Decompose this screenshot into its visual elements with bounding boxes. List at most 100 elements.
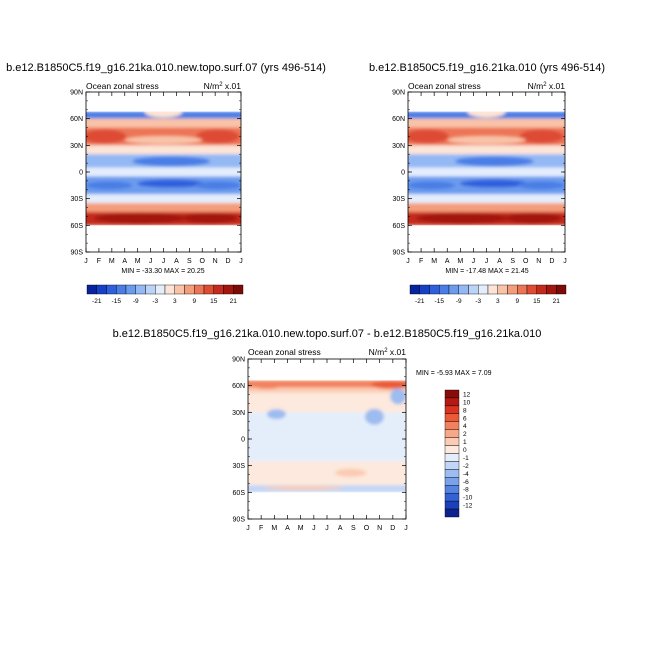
colorbar-label: -9: [456, 298, 462, 305]
x-tick-label: A: [338, 525, 343, 532]
colorbar-swatch: [439, 284, 450, 295]
x-tick-label: J: [406, 258, 410, 265]
y-tick-label: 90S: [71, 250, 84, 257]
y-tick-label: 90S: [233, 517, 246, 524]
colorbar-swatch: [444, 485, 460, 494]
colorbar-swatch: [444, 461, 460, 470]
colorbar-swatch: [478, 284, 489, 295]
field-zone: [86, 167, 241, 177]
field-feature: [519, 129, 564, 144]
field-zones: [86, 107, 241, 226]
x-tick-label: N: [377, 525, 382, 532]
y-tick-label: 30S: [393, 196, 406, 203]
field-zone: [408, 167, 565, 177]
colorbar-swatch: [444, 413, 460, 422]
colorbar-swatch: [517, 284, 528, 295]
field-feature: [86, 129, 127, 144]
x-tick-label: M: [135, 258, 141, 265]
y-tick-label: 30S: [233, 463, 246, 470]
colorbar-swatch: [487, 284, 498, 295]
field-zone: [408, 203, 565, 212]
field-feature: [124, 136, 203, 144]
colorbar-label: -15: [435, 298, 445, 305]
colorbar-label: -9: [133, 298, 139, 305]
panel-title: b.e12.B1850C5.f19_g16.21ka.010.new.topo.…: [113, 328, 542, 340]
x-tick-label: J: [162, 258, 166, 265]
x-tick-label: A: [497, 258, 502, 265]
field-zone: [248, 380, 406, 388]
x-tick-label: J: [246, 525, 250, 532]
colorbar-swatch: [233, 284, 244, 295]
colorbar-label: 15: [210, 298, 218, 305]
colorbar-swatch: [444, 421, 460, 430]
colorbar-swatch: [174, 284, 185, 295]
field-zone: [248, 412, 406, 462]
colorbar-swatch: [444, 437, 460, 446]
colorbar-swatch: [135, 284, 146, 295]
field-zone: [248, 479, 406, 486]
colorbar-swatch: [444, 477, 460, 486]
x-tick-label: F: [259, 525, 263, 532]
field-feature: [334, 468, 367, 477]
colorbar-label: 10: [463, 399, 471, 406]
x-tick-label: A: [174, 258, 179, 265]
colorbar-label: -2: [463, 463, 469, 470]
y-tick-label: 90S: [393, 250, 406, 257]
y-tick-label: 0: [79, 170, 83, 177]
panel-control: b.e12.B1850C5.f19_g16.21ka.010 (yrs 496-…: [369, 62, 605, 305]
min-max-stat: MIN = -17.48 MAX = 21.45: [445, 268, 528, 275]
mask-north: [248, 359, 406, 381]
panel-units: N/m2 x.01: [528, 81, 566, 91]
colorbar-label: -4: [463, 471, 469, 478]
panel-title: b.e12.B1850C5.f19_g16.21ka.010.new.topo.…: [6, 62, 326, 74]
x-tick-label: J: [325, 525, 329, 532]
field-feature: [132, 156, 210, 167]
colorbar-swatch: [223, 284, 234, 295]
colorbar-swatch: [444, 469, 460, 478]
x-tick-label: A: [122, 258, 127, 265]
colorbar-swatch: [444, 429, 460, 438]
colorbar-label: 12: [463, 391, 471, 398]
field-feature: [86, 181, 133, 190]
colorbar-swatch: [213, 284, 224, 295]
colorbar-swatch: [444, 492, 460, 502]
colorbar-swatch: [409, 284, 420, 295]
field-feature: [408, 181, 456, 190]
x-tick-label: D: [549, 258, 554, 265]
field-feature: [251, 380, 283, 389]
y-tick-label: 30S: [71, 196, 84, 203]
x-tick-label: J: [239, 258, 243, 265]
colorbar-label: 0: [463, 447, 467, 454]
field-zone: [248, 387, 406, 393]
field-zone: [248, 461, 406, 479]
colorbar-swatch: [96, 284, 107, 295]
x-tick-label: M: [431, 258, 437, 265]
y-tick-label: 60S: [233, 490, 246, 497]
field-feature: [196, 129, 240, 144]
x-tick-label: J: [485, 258, 489, 265]
y-tick-label: 60N: [232, 383, 245, 390]
y-tick-label: 60N: [392, 116, 405, 123]
x-tick-label: M: [271, 525, 277, 532]
field-layers: [248, 359, 406, 519]
x-tick-label: J: [472, 258, 476, 265]
colorbar-swatch: [86, 284, 97, 295]
field-feature: [408, 129, 449, 144]
colorbar-swatch: [125, 284, 136, 295]
colorbar-swatch: [194, 284, 205, 295]
field-feature: [364, 408, 384, 425]
colorbar-label: -10: [463, 495, 473, 502]
colorbar-swatch: [536, 284, 547, 295]
x-tick-label: J: [149, 258, 153, 265]
colorbar-swatch: [444, 397, 460, 407]
panel-left-label: Ocean zonal stress: [248, 347, 321, 357]
y-tick-label: 90N: [392, 90, 405, 97]
field-feature: [182, 213, 238, 224]
colorbar-swatch: [458, 284, 469, 295]
field-zone: [86, 203, 241, 212]
colorbar-label: 4: [463, 423, 467, 430]
colorbar-swatch: [444, 500, 460, 510]
